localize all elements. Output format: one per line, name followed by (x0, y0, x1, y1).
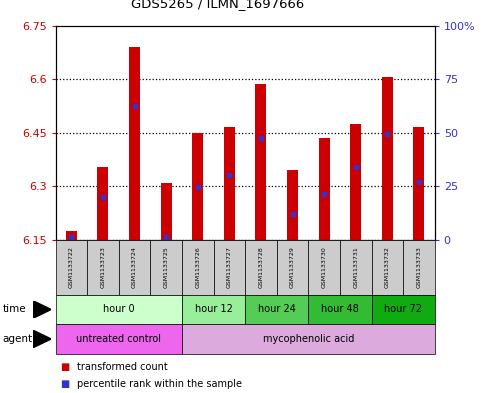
Bar (382, 77, 393, 240)
Text: hour 24: hour 24 (258, 305, 296, 314)
Bar (319, 138, 329, 240)
Bar (129, 47, 140, 240)
Text: mycophenolic acid: mycophenolic acid (263, 334, 354, 344)
Text: ■: ■ (60, 362, 70, 372)
Text: GSM1133731: GSM1133731 (353, 246, 358, 288)
Text: hour 72: hour 72 (384, 305, 422, 314)
Bar (66, 231, 77, 240)
Text: hour 48: hour 48 (321, 305, 359, 314)
Text: GSM1133730: GSM1133730 (322, 246, 327, 288)
Bar (350, 124, 361, 240)
Text: GSM1133728: GSM1133728 (258, 246, 263, 288)
Bar (192, 132, 203, 240)
Text: GSM1133729: GSM1133729 (290, 246, 295, 288)
Bar (98, 167, 109, 240)
Text: hour 12: hour 12 (195, 305, 232, 314)
Text: time: time (2, 305, 26, 314)
Text: percentile rank within the sample: percentile rank within the sample (77, 379, 242, 389)
Text: GSM1133722: GSM1133722 (69, 246, 74, 288)
Text: GSM1133727: GSM1133727 (227, 246, 232, 288)
Text: GDS5265 / ILMN_1697666: GDS5265 / ILMN_1697666 (131, 0, 304, 10)
Text: GSM1133724: GSM1133724 (132, 246, 137, 288)
Bar (413, 127, 425, 240)
Bar (224, 127, 235, 240)
Text: ■: ■ (60, 379, 70, 389)
Text: GSM1133733: GSM1133733 (416, 246, 421, 288)
Text: untreated control: untreated control (76, 334, 161, 344)
Text: hour 0: hour 0 (103, 305, 135, 314)
Bar (256, 84, 267, 240)
Polygon shape (33, 301, 51, 318)
Bar (161, 183, 171, 240)
Text: GSM1133732: GSM1133732 (385, 246, 390, 288)
Bar (287, 170, 298, 240)
Text: GSM1133723: GSM1133723 (100, 246, 105, 288)
Text: transformed count: transformed count (77, 362, 168, 372)
Text: GSM1133726: GSM1133726 (195, 246, 200, 288)
Polygon shape (33, 330, 51, 348)
Text: GSM1133725: GSM1133725 (164, 246, 169, 288)
Text: agent: agent (2, 334, 32, 344)
